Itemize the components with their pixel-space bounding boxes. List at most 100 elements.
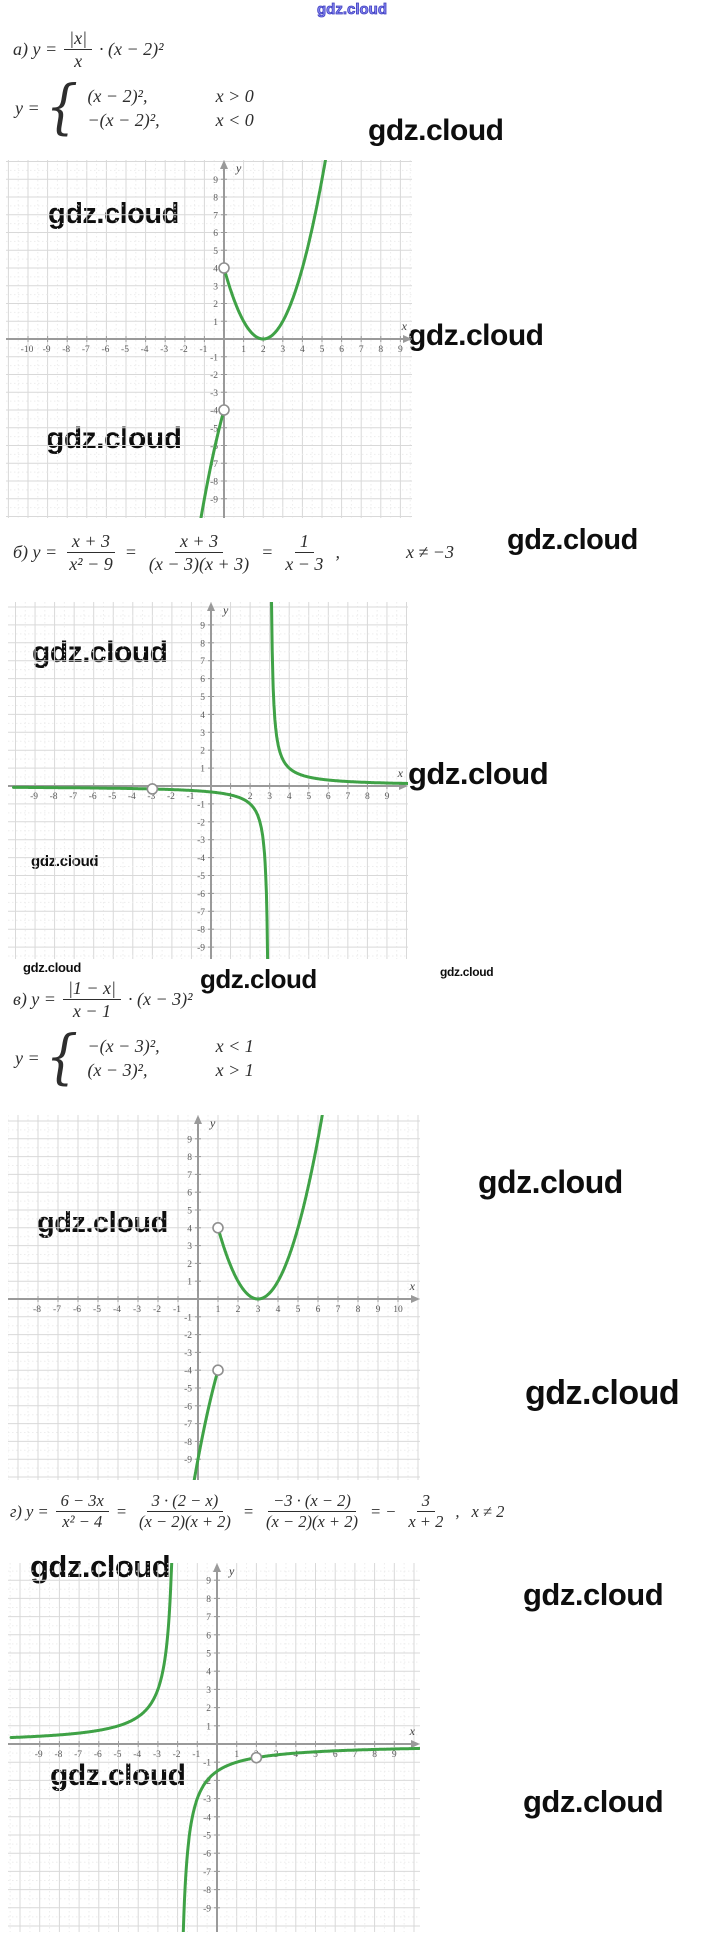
watermark-big-13: gdz.cloud — [37, 1207, 168, 1239]
svg-text:-8: -8 — [62, 345, 70, 355]
svg-text:-5: -5 — [184, 1385, 192, 1395]
axes — [6, 160, 412, 518]
svg-text:-4: -4 — [128, 792, 136, 802]
curve-branch — [199, 411, 225, 518]
formula-text: y = — [15, 1047, 40, 1068]
svg-text:-9: -9 — [197, 944, 205, 954]
svg-text:5: 5 — [213, 247, 218, 257]
fraction-numerator: 3 — [416, 1491, 435, 1513]
formula-text: г) y = — [10, 1501, 49, 1521]
svg-text:-3: -3 — [160, 345, 168, 355]
formula-text: = — [261, 542, 274, 563]
svg-text:6: 6 — [326, 792, 331, 802]
svg-text:8: 8 — [365, 792, 370, 802]
watermark-big-2: gdz.cloud — [48, 198, 179, 230]
svg-text:1: 1 — [216, 1305, 221, 1315]
svg-text:-7: -7 — [184, 1420, 192, 1430]
watermark-big-10: gdz.cloud — [200, 964, 317, 994]
formula-v-main: в) y = |1 − x| x − 1 · (x − 3)² — [10, 978, 196, 1021]
svg-text:-5: -5 — [121, 345, 129, 355]
curve-branch — [223, 160, 327, 341]
svg-text:3: 3 — [267, 792, 272, 802]
svg-text:6: 6 — [213, 229, 218, 239]
svg-text:9: 9 — [392, 1750, 397, 1760]
cases-grid: −(x − 3)², x < 1 (x − 3)², x > 1 — [87, 1036, 253, 1081]
svg-text:-7: -7 — [53, 1305, 61, 1315]
svg-text:-4: -4 — [133, 1750, 141, 1760]
graph-g: -9 -8 -7 -6 -5 -4 -3 -2 -1 1 2 3 4 5 6 7 8 9 -9 -8 -7 -6 -5 -4 -… — [8, 1563, 420, 1932]
curve-branch — [181, 1746, 420, 1932]
svg-text:-7: -7 — [82, 345, 90, 355]
svg-text:-8: -8 — [33, 1305, 41, 1315]
svg-text:9: 9 — [187, 1135, 192, 1145]
svg-text:1: 1 — [213, 318, 218, 328]
svg-text:5: 5 — [206, 1650, 211, 1660]
svg-text:7: 7 — [200, 657, 205, 667]
y-axis-label: y — [228, 1564, 235, 1578]
curve-branch — [12, 785, 270, 959]
fraction-denominator: x² − 4 — [62, 1512, 103, 1532]
watermark-big-7: gdz.cloud — [408, 756, 549, 791]
graph-b-svg: -9 -8 -7 -6 -5 -4 -3 -2 -1 1 2 3 4 5 6 7 8 9 -9 -8 -7 -6 -5 -4 -… — [8, 602, 408, 959]
svg-text:-1: -1 — [210, 353, 218, 363]
x-axis-label: x — [409, 1724, 416, 1738]
svg-text:9: 9 — [200, 621, 205, 631]
graph-b: -9 -8 -7 -6 -5 -4 -3 -2 -1 1 2 3 4 5 6 7 8 9 -9 -8 -7 -6 -5 -4 -… — [8, 602, 408, 959]
svg-text:-10: -10 — [21, 345, 34, 355]
fraction-numerator: 3 · (2 − x) — [146, 1491, 224, 1513]
formula-text: , — [455, 1501, 460, 1521]
grid — [8, 1563, 420, 1932]
function-curve — [199, 160, 327, 518]
svg-text:2: 2 — [206, 1704, 211, 1714]
svg-text:6: 6 — [206, 1631, 211, 1641]
fraction-denominator: (x − 2)(x + 2) — [139, 1512, 231, 1532]
fraction-denominator: (x − 3)(x + 3) — [148, 554, 250, 575]
formula-text: = — [115, 1501, 127, 1521]
svg-text:4: 4 — [287, 792, 292, 802]
svg-text:4: 4 — [293, 1750, 298, 1760]
svg-text:-6: -6 — [184, 1402, 192, 1412]
cases-brace: { — [45, 73, 78, 142]
svg-text:7: 7 — [359, 345, 364, 355]
fraction-numerator: 6 − 3x — [55, 1491, 109, 1513]
svg-text:4: 4 — [206, 1668, 211, 1678]
svg-text:3: 3 — [280, 345, 285, 355]
svg-text:7: 7 — [345, 792, 350, 802]
svg-text:-1: -1 — [192, 1750, 200, 1760]
fraction-numerator: x + 3 — [66, 531, 116, 554]
svg-text:7: 7 — [187, 1171, 192, 1181]
tick-labels: -8 -7 -6 -5 -4 -3 -2 -1 1 2 3 4 5 6 7 8 9 10 -9 -8 -7 -6 -5 -4 -… — [33, 1116, 416, 1466]
svg-text:4: 4 — [187, 1224, 192, 1234]
formula-text: y = — [15, 97, 40, 118]
svg-text:8: 8 — [200, 639, 205, 649]
fraction-denominator: x² − 9 — [69, 554, 113, 575]
svg-text:-1: -1 — [203, 1759, 211, 1769]
axes — [8, 1115, 420, 1480]
svg-text:-2: -2 — [180, 345, 188, 355]
svg-text:-2: -2 — [153, 1305, 161, 1315]
svg-text:10: 10 — [393, 1305, 403, 1315]
svg-text:-9: -9 — [203, 1904, 211, 1914]
fraction-denominator: x − 1 — [72, 1001, 112, 1022]
svg-text:-6: -6 — [203, 1850, 211, 1860]
watermark-blue-0: gdz.cloud — [317, 1, 388, 18]
open-point — [218, 262, 230, 274]
svg-text:-9: -9 — [210, 495, 218, 505]
case-condition: x < 0 — [215, 109, 254, 130]
svg-text:-1: -1 — [197, 800, 205, 810]
svg-text:9: 9 — [213, 176, 218, 186]
svg-text:-3: -3 — [197, 836, 205, 846]
watermark-big-17: gdz.cloud — [50, 1759, 186, 1792]
y-axis-label: y — [235, 161, 242, 175]
svg-text:-2: -2 — [167, 792, 175, 802]
svg-text:2: 2 — [187, 1260, 192, 1270]
svg-text:1: 1 — [234, 1750, 239, 1760]
svg-text:8: 8 — [206, 1595, 211, 1605]
svg-text:-5: -5 — [114, 1750, 122, 1760]
svg-text:-6: -6 — [101, 345, 109, 355]
svg-text:-9: -9 — [184, 1456, 192, 1466]
piecewise-cases: {−(x − 3)², x < 1 (x − 3)², x > 1 — [43, 1028, 253, 1087]
svg-text:-8: -8 — [210, 478, 218, 488]
graph-a: -10 -9 -8 -7 -6 -5 -4 -3 -2 -1 1 2 3 4 5 6 7 8 9 -9 -8 -7 -6 -5… — [6, 160, 412, 518]
svg-text:1: 1 — [200, 765, 205, 775]
